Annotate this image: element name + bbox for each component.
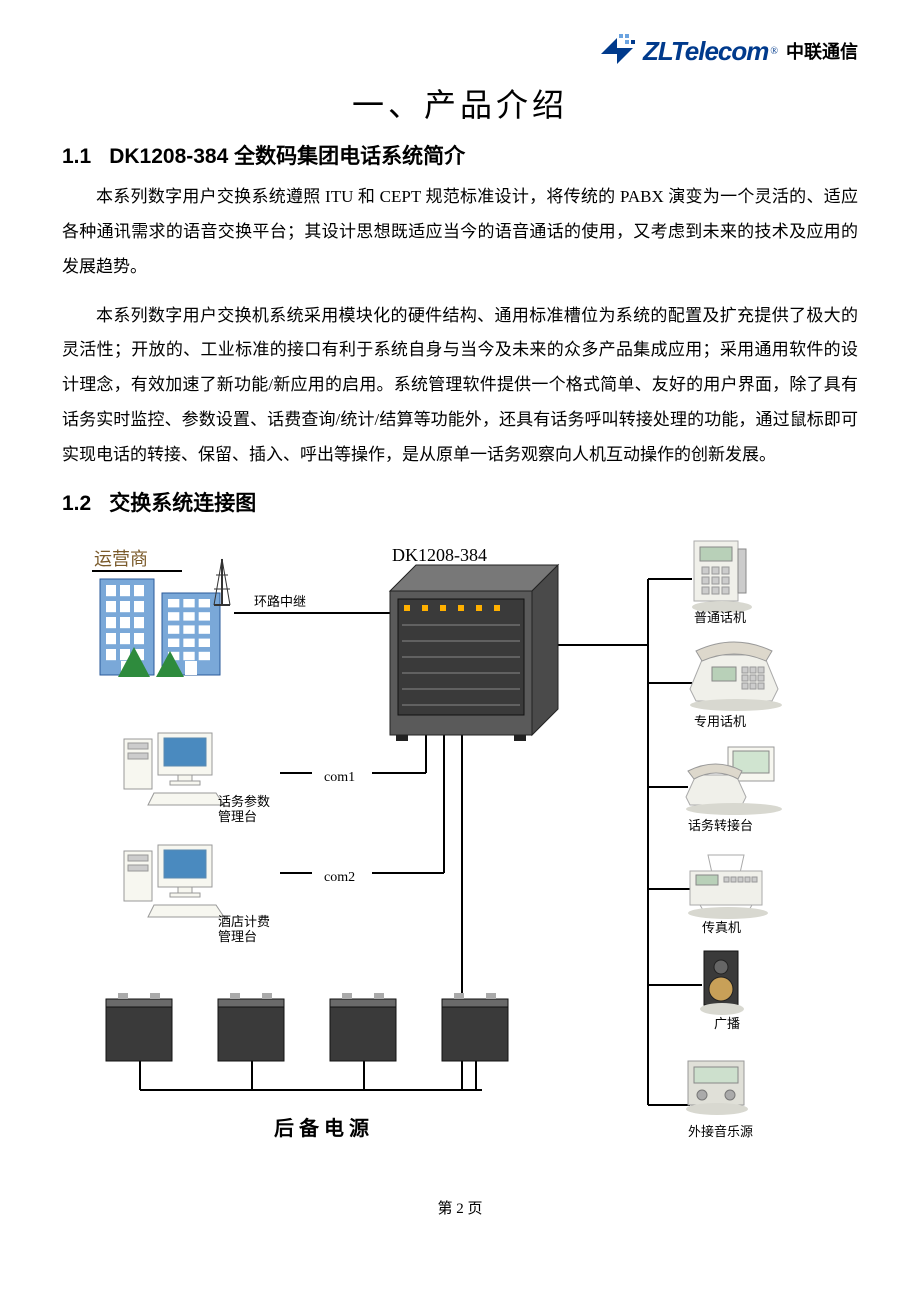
page-footer: 第 2 页 (62, 1197, 858, 1218)
section-1-2-text: 交换系统连接图 (109, 492, 256, 515)
diagram-svg: 运营商环路中继 DK1208-384 com1 com2 话务参数管理台酒店计费管理台后… (62, 535, 822, 1171)
section-1-2-num: 1.2 (62, 492, 91, 515)
logo-brand-latin: ZLTelecom (643, 36, 768, 67)
paragraph-1: 本系列数字用户交换系统遵照 ITU 和 CEPT 规范标准设计，将传统的 PAB… (62, 180, 858, 285)
svg-text:运营商: 运营商 (94, 549, 148, 569)
logo-mark-icon (597, 30, 639, 72)
svg-text:酒店计费管理台: 酒店计费管理台 (218, 914, 270, 944)
svg-text:话务转接台: 话务转接台 (688, 818, 753, 833)
svg-text:普通话机: 普通话机 (694, 610, 746, 625)
svg-text:广播: 广播 (714, 1016, 740, 1031)
section-1-2-heading: 1.2 交换系统连接图 (62, 487, 858, 517)
header-logo-row: ZLTelecom ® 中联通信 (62, 30, 858, 72)
paragraph-2: 本系列数字用户交换机系统采用模块化的硬件结构、通用标准槽位为系统的配置及扩充提供… (62, 299, 858, 473)
logo-brand-cn: 中联通信 (786, 38, 858, 64)
section-1-1-num: 1.1 (62, 145, 91, 168)
svg-text:环路中继: 环路中继 (254, 594, 306, 609)
svg-text:专用话机: 专用话机 (694, 714, 746, 729)
svg-text:DK1208-384: DK1208-384 (392, 545, 487, 565)
svg-text:com2: com2 (324, 870, 355, 885)
svg-text:话务参数管理台: 话务参数管理台 (218, 794, 270, 824)
section-1-1-text: DK1208-384 全数码集团电话系统简介 (109, 145, 465, 168)
svg-text:com1: com1 (324, 770, 355, 785)
logo-registered: ® (770, 46, 778, 57)
svg-text:传真机: 传真机 (702, 920, 741, 935)
svg-text:外接音乐源: 外接音乐源 (688, 1124, 753, 1139)
connection-diagram: 运营商环路中继 DK1208-384 com1 com2 话务参数管理台酒店计费管理台后… (62, 535, 822, 1171)
page-title: 一、产品介绍 (62, 80, 858, 126)
brand-logo: ZLTelecom ® 中联通信 (597, 30, 858, 72)
svg-text:后 备 电 源: 后 备 电 源 (274, 1116, 369, 1140)
section-1-1-heading: 1.1 DK1208-384 全数码集团电话系统简介 (62, 140, 858, 170)
